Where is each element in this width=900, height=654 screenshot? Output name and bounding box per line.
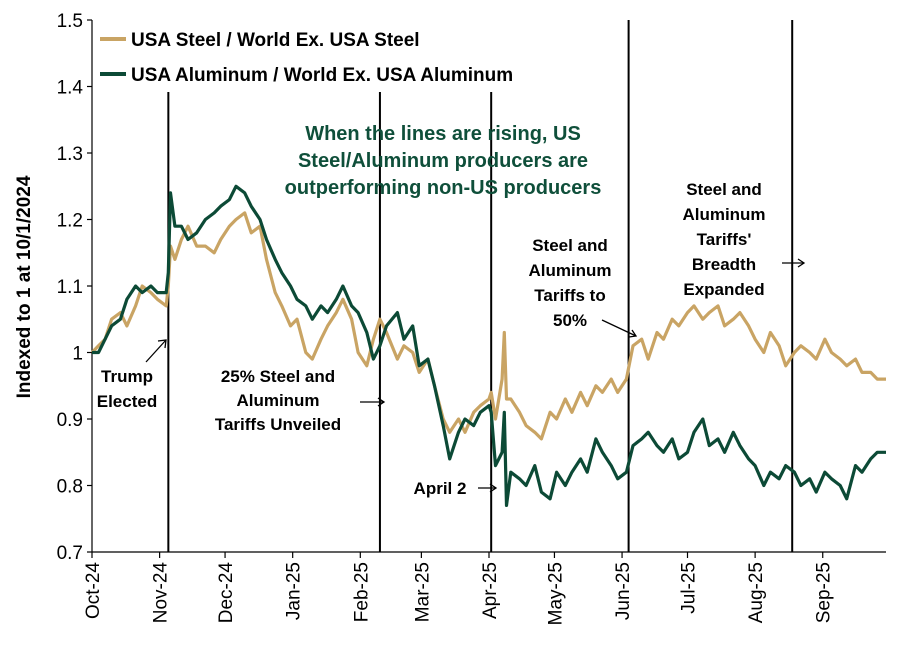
callout-line-2: Steel/Aluminum producers are	[298, 150, 588, 172]
arrow-tariffs25-head	[377, 397, 386, 407]
annotation-breadth-line-3: Tariffs'	[697, 230, 752, 249]
callout-line-1: When the lines are rising, US	[305, 123, 581, 145]
annotation-tariffs-50: Steel and Aluminum Tariffs to 50%	[528, 236, 611, 330]
x-tick-label: Nov-24	[151, 562, 172, 624]
x-tick-label: Apr-25	[480, 562, 501, 619]
arrow-tariffs50	[601, 319, 637, 337]
x-tick-label: Jul-25	[679, 562, 700, 614]
x-tick-label: Feb-25	[351, 562, 372, 622]
annotation-tariffs25-line-2: Aluminum	[236, 391, 319, 410]
annotation-tariffs-25: 25% Steel and Aluminum Tariffs Unveiled	[215, 367, 341, 434]
arrow-trump-head	[157, 339, 167, 349]
annotation-arrows	[145, 258, 806, 493]
x-tick-label: Sep-25	[814, 562, 835, 623]
annotation-tariffs50-line-4: 50%	[553, 311, 587, 330]
x-axis: Oct-24 Nov-24 Dec-24 Jan-25 Feb-25 Mar-25 Apr-…	[83, 551, 886, 625]
callout-line-3: outperforming non-US producers	[285, 177, 602, 199]
y-tick-label: 1.3	[57, 144, 83, 165]
annotation-breadth-line-4: Breadth	[692, 255, 756, 274]
series-line-steel	[90, 211, 886, 441]
y-axis-label: Indexed to 1 at 10/1/2024	[14, 175, 35, 398]
series-line-aluminum	[92, 184, 886, 507]
annotation-trump-line-1: Trump	[101, 367, 153, 386]
annotation-breadth-line-2: Aluminum	[682, 205, 765, 224]
annotation-tariffs25-line-3: Tariffs Unveiled	[215, 415, 341, 434]
legend: USA Steel / World Ex. USA Steel USA Alum…	[100, 30, 513, 86]
annotation-april-2: April 2	[414, 479, 467, 498]
x-tick-label: Oct-24	[83, 562, 104, 619]
annotation-tariffs50-line-1: Steel and	[532, 236, 608, 255]
y-tick-label: 1.2	[57, 211, 83, 232]
annotation-tariffs25-line-1: 25% Steel and	[221, 367, 335, 386]
y-tick-label: 1	[72, 344, 83, 365]
annotation-breadth-expanded: Steel and Aluminum Tariffs' Breadth Expa…	[682, 180, 765, 299]
y-tick-label: 1.1	[57, 277, 83, 298]
annotation-trump-elected: Trump Elected	[97, 367, 157, 411]
arrow-trump	[145, 339, 167, 363]
annotation-april2-label: April 2	[414, 479, 467, 498]
x-tick-label: Dec-24	[216, 562, 237, 624]
x-tick-label: May-25	[545, 562, 566, 625]
arrow-breadth-head	[797, 258, 806, 268]
annotation-breadth-line-1: Steel and	[686, 180, 762, 199]
legend-label-steel: USA Steel / World Ex. USA Steel	[131, 30, 420, 51]
annotation-breadth-line-5: Expanded	[683, 280, 764, 299]
annotation-tariffs50-line-2: Aluminum	[528, 261, 611, 280]
x-tick-label: Jan-25	[284, 562, 305, 620]
series-layer	[90, 184, 886, 507]
legend-label-aluminum: USA Aluminum / World Ex. USA Aluminum	[131, 65, 513, 86]
arrow-tariffs50-head	[628, 329, 638, 338]
annotation-trump-line-2: Elected	[97, 392, 157, 411]
y-tick-label: 0.9	[57, 410, 83, 431]
y-tick-label: 1.4	[57, 78, 84, 99]
x-tick-label: Aug-25	[746, 562, 767, 623]
y-tick-label: 0.8	[57, 477, 83, 498]
x-tick-label: Mar-25	[412, 562, 433, 622]
x-tick-label: Jun-25	[613, 562, 634, 620]
callout-annotation: When the lines are rising, US Steel/Alum…	[285, 123, 602, 199]
annotation-tariffs50-line-3: Tariffs to	[534, 286, 605, 305]
arrow-april2-head	[489, 483, 498, 493]
y-axis: 0.7 0.8 0.9 1 1.1 1.2 1.3 1.4 1.5	[57, 11, 93, 564]
y-tick-label: 0.7	[57, 543, 83, 564]
y-tick-label: 1.5	[57, 11, 83, 32]
